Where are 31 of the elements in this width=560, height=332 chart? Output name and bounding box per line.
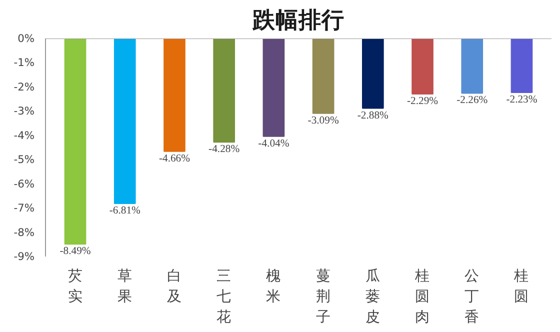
x-tick-label: 三七花 <box>216 268 232 326</box>
y-tick-label: -6% <box>14 177 35 190</box>
data-label: -4.04% <box>258 138 290 150</box>
data-label: -8.49% <box>60 246 91 258</box>
data-label: -2.23% <box>506 94 538 106</box>
x-tick-label: 槐米 <box>266 268 282 305</box>
x-tick-label: 瓜蒌皮 <box>365 268 380 326</box>
x-tick-label: 桂圆 <box>513 268 530 305</box>
data-label: -2.88% <box>357 110 389 122</box>
data-label: -2.26% <box>456 95 488 106</box>
y-tick-label: -8% <box>14 226 35 239</box>
y-tick-label: -4% <box>14 128 35 142</box>
data-label: -4.28% <box>208 144 240 156</box>
y-tick-label: -5% <box>14 153 35 166</box>
y-tick-label: -3% <box>14 104 35 118</box>
y-tick-label: -1% <box>14 56 35 70</box>
data-label: -3.09% <box>308 115 339 126</box>
x-tick-label: 桂圆肉 <box>414 268 430 326</box>
x-tick-label: 芡实 <box>68 268 83 305</box>
data-label: -6.81% <box>109 205 141 216</box>
data-label: -2.29% <box>406 96 438 107</box>
y-tick-label: -2% <box>14 80 35 94</box>
x-tick-label: 白及 <box>166 268 182 305</box>
y-tick-label: -7% <box>14 202 35 215</box>
x-tick-label: 蔓荆子 <box>316 268 331 326</box>
y-tick-label: -9% <box>14 250 35 263</box>
chart-title: 跌幅排行 <box>252 8 344 34</box>
y-tick-label: 0% <box>18 32 34 45</box>
data-label: -4.66% <box>158 153 190 164</box>
x-tick-label: 公丁香 <box>464 268 480 326</box>
x-tick-label: 草果 <box>117 268 132 305</box>
